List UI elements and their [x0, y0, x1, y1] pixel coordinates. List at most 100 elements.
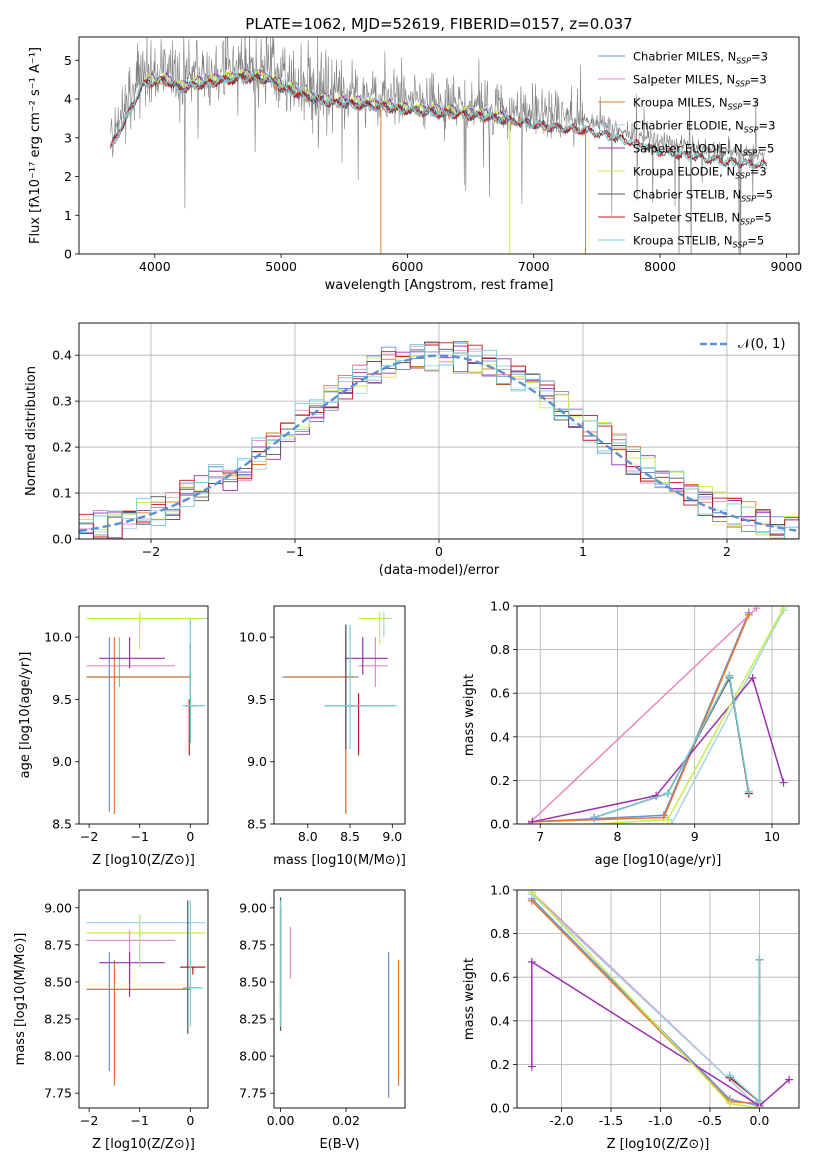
chart-mass-vs-ebv: 0.00 0.02 7.75 8.00 8.25 8.50 8.75 9.00 E(B-V): [239, 889, 406, 1152]
x-tick-label: 9000: [770, 259, 802, 274]
series-salpeter-elodie: [528, 673, 788, 824]
data-point: [527, 957, 536, 966]
series-kroupa-stelib: [725, 955, 764, 1106]
x-tick-label: 1: [579, 544, 587, 559]
y-tick-label: 0.0: [490, 1101, 510, 1116]
errorbar-kroupa-elodie: [358, 612, 389, 644]
x-tick-label: −2: [80, 829, 98, 844]
y-tick-label: 8.50: [239, 974, 267, 989]
data-point: [667, 820, 676, 824]
x-tick-label: −1: [286, 544, 304, 559]
errorbar-chabrier-miles: [282, 624, 359, 812]
x-axis-label: (data-model)/error: [379, 563, 500, 578]
y-tick-label: 9.00: [44, 900, 72, 915]
y-axis-label: mass weight: [462, 674, 477, 756]
y-tick-label: 0.4: [490, 729, 510, 744]
x-tick-label: 0: [186, 1113, 194, 1128]
errorbar-kroupa-miles: [86, 637, 191, 815]
y-tick-label: 8.00: [239, 1049, 267, 1064]
legend-label: Salpeter MILES, NSSP=3: [633, 73, 767, 89]
errorbar-chabrier-miles: [86, 952, 191, 1071]
legend-label: Salpeter ELODIE, NSSP=5: [633, 142, 774, 158]
errorbar-kroupa-miles: [86, 959, 191, 1086]
x-tick-label: 8000: [644, 259, 676, 274]
x-axis-label: mass [log10(M/M⊙)]: [273, 853, 406, 868]
y-tick-label: 5: [64, 53, 72, 68]
y-tick-label: 10.0: [239, 630, 267, 645]
x-tick-label: -1.0: [648, 1113, 672, 1128]
series-salpeter-stelib: [725, 955, 764, 1106]
series-line: [528, 607, 758, 824]
histogram-kroupa-stelib: [79, 344, 799, 539]
series-line: [531, 893, 760, 1108]
plot-area-mass-vs-Z: [86, 900, 206, 1086]
series-chabrier-elodie: [590, 606, 788, 824]
x-tick-label: 8.0: [298, 829, 318, 844]
errorbar-chabrier-stelib: [185, 643, 198, 744]
y-tick-label: 1: [64, 208, 72, 223]
plot-area-mass-vs-ebv: [279, 897, 400, 1098]
y-tick-label: 0.6: [490, 686, 510, 701]
x-tick-label: 7: [536, 829, 544, 844]
series-line: [531, 960, 790, 1107]
errorbar-kroupa-stelib: [182, 900, 203, 1027]
x-tick-label: 4000: [139, 259, 171, 274]
chart-age-vs-mass: 8.0 8.5 9.0 8.5 9.0 9.5 10.0 mass [log10(M/M⊙)]: [239, 605, 406, 868]
y-tick-label: 0.2: [52, 440, 72, 455]
y-tick-label: 9.0: [247, 754, 267, 769]
series-kroupa-stelib: [590, 671, 753, 822]
chart-weight-vs-age: 7 8 9 10 0.0 0.2 0.4 0.6 0.8 1.0 age [log10(age/yr…: [462, 599, 800, 868]
y-tick-label: 8.50: [44, 974, 72, 989]
y-tick-label: 0.8: [490, 642, 510, 657]
y-tick-label: 8.25: [44, 1012, 72, 1027]
plot-area-weight-vs-Z: [527, 890, 794, 1108]
y-tick-label: 8.75: [239, 937, 267, 952]
x-tick-label: −2: [142, 544, 160, 559]
series-line: [531, 900, 760, 1105]
y-tick-label: 0.4: [52, 348, 72, 363]
errorbar-salpeter-elodie: [99, 952, 165, 997]
data-point: [725, 1099, 734, 1108]
data-point: [528, 817, 537, 824]
x-tick-label: 0: [435, 544, 443, 559]
plot-area-age-vs-mass: [282, 612, 397, 815]
y-axis-label: age [log10(age/yr)]: [18, 652, 33, 779]
errorbar-salpeter-elodie: [345, 637, 389, 675]
axes-frame: [273, 889, 406, 1109]
errorbar-kroupa-elodie: [86, 915, 206, 968]
x-tick-label: 0.0: [749, 1113, 769, 1128]
chart-mass-vs-Z: −2 −1 0 7.75 8.00 8.25 8.50 8.75 9.00 Z [log10(Z/…: [13, 889, 209, 1152]
data-point: [755, 1097, 764, 1106]
x-tick-label: -2.0: [549, 1113, 573, 1128]
chart-weight-vs-Z: -2.0 -1.5 -1.0 -0.5 0.0 0.0 0.2 0.4 0.6 0.8 1.0 Z […: [462, 883, 800, 1152]
axes-frame: [78, 36, 800, 255]
series-kroupa-miles: [527, 896, 764, 1108]
chart-spectrum: 4000 5000 6000 7000 8000 9000 0 1 2 3 4 5 wavelength…: [28, 36, 802, 293]
data-point: [779, 606, 788, 613]
y-tick-label: 9.5: [247, 692, 267, 707]
errorbar-salpeter-miles: [86, 637, 176, 687]
errorbar-salpeter-miles: [358, 637, 389, 687]
errorbar-salpeter-elodie: [99, 637, 165, 669]
data-point: [755, 955, 764, 964]
data-point: [527, 890, 536, 897]
y-tick-label: 8.25: [239, 1012, 267, 1027]
y-tick-label: 0: [64, 247, 72, 262]
x-tick-label: 0.00: [267, 1113, 295, 1128]
x-axis-label: Z [log10(Z/Z⊙)]: [607, 1137, 710, 1152]
y-tick-label: 2: [64, 169, 72, 184]
axes-frame: [273, 605, 406, 825]
chart-title: PLATE=1062, MJD=52619, FIBERID=0157, z=0…: [245, 15, 632, 33]
x-axis-label: Z [log10(Z/Z⊙)]: [92, 1137, 195, 1152]
data-point: [744, 787, 753, 796]
y-tick-label: 8.5: [247, 817, 267, 832]
data-point: [527, 1062, 536, 1071]
x-tick-label: -1.5: [599, 1113, 623, 1128]
series-chabrier-elodie: [527, 890, 764, 1108]
y-tick-label: 3: [64, 130, 72, 145]
y-tick-label: 0.3: [52, 394, 72, 409]
y-tick-label: 8.75: [44, 937, 72, 952]
errorbar-kroupa-stelib: [324, 624, 397, 750]
axes-frame: [78, 889, 209, 1109]
y-tick-label: 10.0: [44, 630, 72, 645]
